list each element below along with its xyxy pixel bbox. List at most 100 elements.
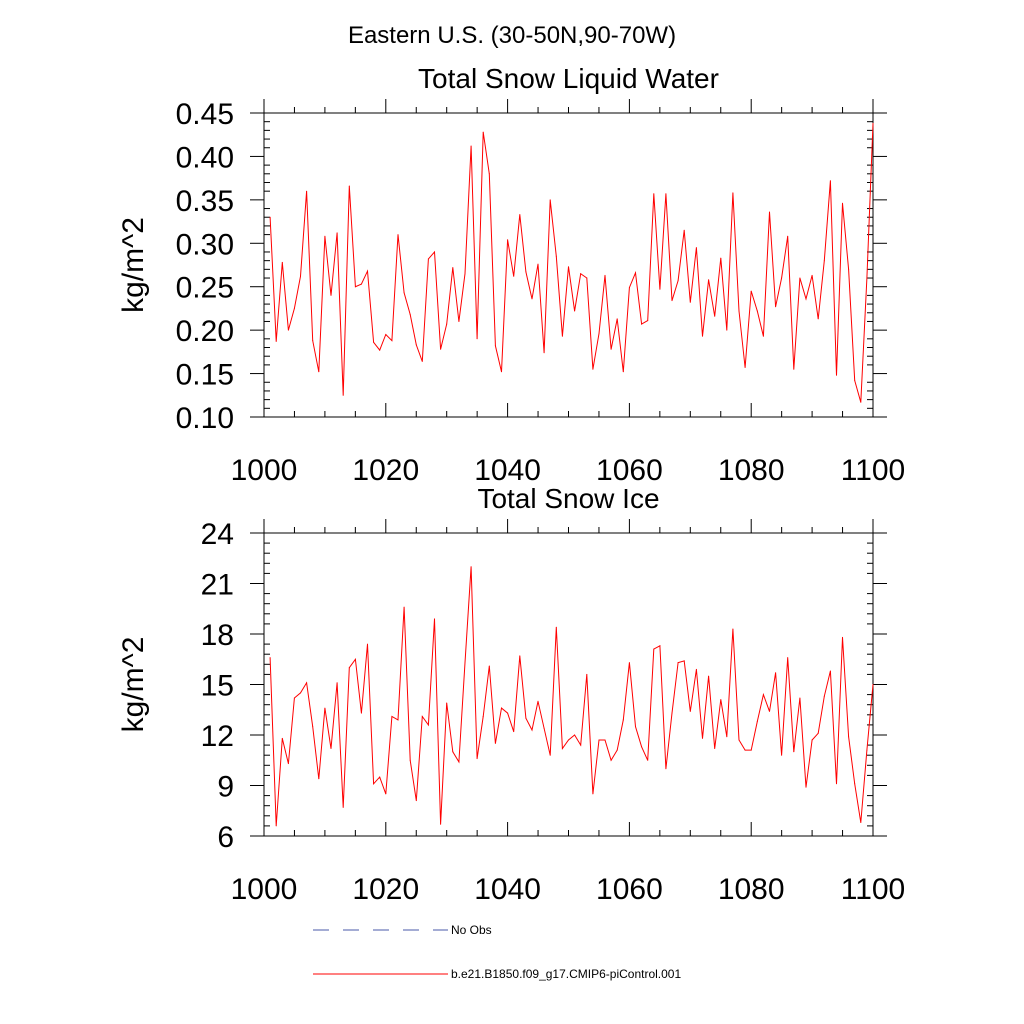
- data-point: [464, 273, 466, 275]
- data-point: [775, 672, 777, 674]
- y-tick-label: 0.30: [176, 228, 234, 261]
- data-point: [702, 737, 703, 739]
- data-point: [848, 736, 850, 738]
- data-point: [647, 759, 649, 761]
- data-point: [488, 665, 490, 667]
- data-point: [787, 235, 789, 237]
- legend-label-picontrol: b.e21.B1850.f09_g17.CMIP6-piControl.001: [451, 967, 681, 981]
- series-line-picontrol: [269, 123, 874, 403]
- data-point: [738, 739, 740, 741]
- data-point: [519, 214, 521, 216]
- data-point: [653, 193, 655, 195]
- data-point: [689, 710, 691, 712]
- data-point: [287, 329, 289, 331]
- data-point: [866, 277, 868, 279]
- data-point: [622, 719, 624, 721]
- data-point: [702, 335, 703, 337]
- data-point: [683, 229, 685, 231]
- data-point: [720, 699, 722, 701]
- data-point: [622, 371, 624, 373]
- data-point: [470, 566, 472, 568]
- x-tick-label: 1020: [352, 873, 419, 906]
- data-point: [287, 763, 289, 765]
- series-points: [269, 566, 874, 827]
- data-point: [434, 618, 435, 620]
- data-point: [440, 348, 442, 350]
- data-point: [665, 193, 667, 195]
- data-point: [604, 739, 606, 741]
- data-point: [269, 216, 271, 218]
- data-point: [458, 761, 460, 763]
- x-tick-label: 1060: [596, 873, 663, 906]
- data-point: [549, 199, 551, 201]
- data-point: [592, 368, 594, 370]
- series-points: [269, 122, 874, 403]
- data-point: [427, 724, 429, 726]
- data-point: [452, 751, 454, 753]
- data-point: [354, 286, 356, 288]
- data-point: [616, 749, 618, 751]
- data-point: [385, 334, 387, 335]
- data-point: [854, 380, 856, 381]
- data-point: [744, 367, 746, 368]
- data-point: [592, 793, 594, 795]
- data-point: [452, 267, 454, 269]
- data-point: [860, 401, 862, 403]
- data-point: [762, 694, 764, 696]
- data-point: [281, 737, 283, 739]
- x-tick-label: 1080: [718, 873, 785, 906]
- data-point: [732, 192, 734, 194]
- data-point: [659, 645, 661, 647]
- data-point: [561, 335, 563, 337]
- data-point: [574, 734, 576, 736]
- data-point: [695, 247, 697, 249]
- data-point: [836, 783, 837, 785]
- data-point: [397, 719, 399, 721]
- data-point: [756, 721, 758, 722]
- y-tick-label: 0.45: [176, 98, 234, 131]
- data-point: [635, 726, 636, 728]
- data-point: [360, 712, 362, 714]
- data-point: [354, 658, 356, 660]
- data-point: [610, 348, 612, 350]
- y-tick-label: 15: [201, 670, 234, 703]
- data-point: [775, 306, 777, 308]
- x-tick-label: 1020: [352, 454, 419, 487]
- data-point: [671, 712, 673, 714]
- data-point: [744, 749, 746, 751]
- data-point: [616, 318, 618, 320]
- data-point: [409, 314, 411, 315]
- data-point: [513, 731, 515, 733]
- data-point: [269, 657, 271, 659]
- data-point: [336, 682, 338, 684]
- x-tick-label: 1080: [718, 454, 785, 487]
- data-point: [531, 729, 533, 731]
- data-point: [300, 275, 301, 277]
- data-point: [391, 340, 393, 342]
- chart-panel-snow-liquid-water: Total Snow Liquid Water kg/m^2 1000 1020 104…: [117, 63, 905, 487]
- data-point: [568, 266, 569, 268]
- data-point: [373, 783, 375, 785]
- data-point: [848, 268, 850, 270]
- x-tick-label: 1040: [474, 873, 541, 906]
- data-point: [677, 280, 679, 282]
- data-point: [330, 748, 332, 749]
- data-point: [482, 131, 484, 133]
- data-point: [543, 352, 545, 354]
- data-point: [708, 279, 710, 281]
- data-point: [318, 778, 320, 780]
- data-point: [397, 234, 399, 236]
- data-point: [324, 235, 326, 237]
- data-point: [726, 329, 728, 331]
- data-point: [610, 759, 612, 761]
- y-tick-label: 12: [201, 720, 234, 753]
- y-tick-label: 9: [217, 771, 234, 804]
- data-point: [519, 655, 521, 657]
- data-point: [720, 257, 722, 259]
- data-point: [829, 180, 831, 182]
- y-axis-label: kg/m^2: [117, 637, 150, 733]
- data-point: [854, 783, 856, 785]
- data-point: [714, 315, 716, 317]
- data-point: [379, 776, 381, 778]
- data-point: [342, 394, 344, 396]
